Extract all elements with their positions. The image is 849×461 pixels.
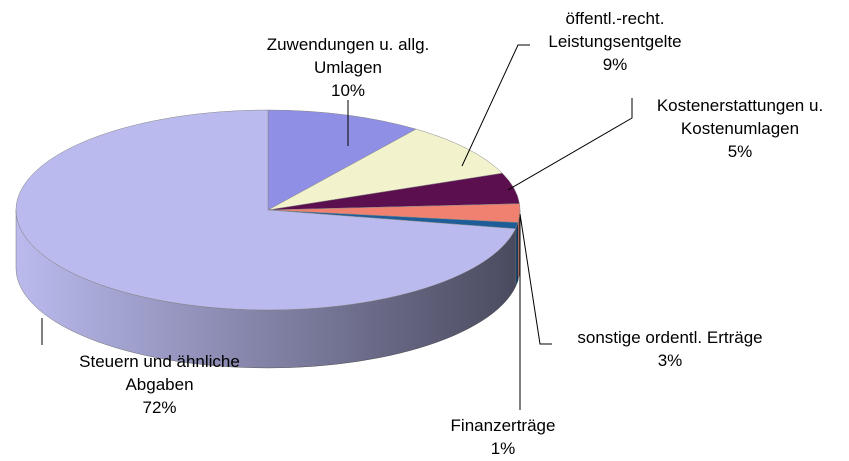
category-label: Steuern und ähnliche Abgaben bbox=[79, 352, 240, 394]
value-label: 5% bbox=[727, 142, 753, 161]
slice-label: sonstige ordentl. Erträge 3% bbox=[545, 326, 795, 372]
value-label: 72% bbox=[142, 398, 177, 417]
slice bbox=[15, 109, 516, 311]
category-label: Zuwendungen u. allg. Umlagen bbox=[266, 35, 430, 77]
category-label: Finanzerträge bbox=[450, 416, 556, 435]
slice-label: Zuwendungen u. allg. Umlagen 10% bbox=[248, 33, 448, 102]
slice-side-shade bbox=[16, 210, 516, 369]
slice-label: Finanzerträge 1% bbox=[433, 414, 573, 460]
leader-line bbox=[519, 213, 552, 345]
value-label: 10% bbox=[330, 81, 366, 100]
category-label: Kostenerstattungen u. Kostenumlagen bbox=[656, 96, 824, 138]
leader-line bbox=[461, 44, 530, 167]
category-label: sonstige ordentl. Erträge bbox=[577, 328, 763, 347]
slice-side-shade bbox=[515, 222, 519, 287]
slice bbox=[267, 109, 417, 211]
value-label: 3% bbox=[657, 351, 683, 370]
slice-label: Steuern und ähnliche Abgaben 72% bbox=[62, 350, 257, 419]
slice-label: öffentl.-recht. Leistungsentgelte 9% bbox=[525, 7, 705, 76]
slices bbox=[15, 109, 521, 369]
category-label: öffentl.-recht. Leistungsentgelte bbox=[548, 9, 682, 51]
value-label: 9% bbox=[602, 55, 628, 74]
slice-label: Kostenerstattungen u. Kostenumlagen 5% bbox=[630, 94, 849, 163]
leader-line bbox=[507, 98, 633, 191]
value-label: 1% bbox=[490, 439, 516, 458]
slice bbox=[267, 128, 503, 211]
